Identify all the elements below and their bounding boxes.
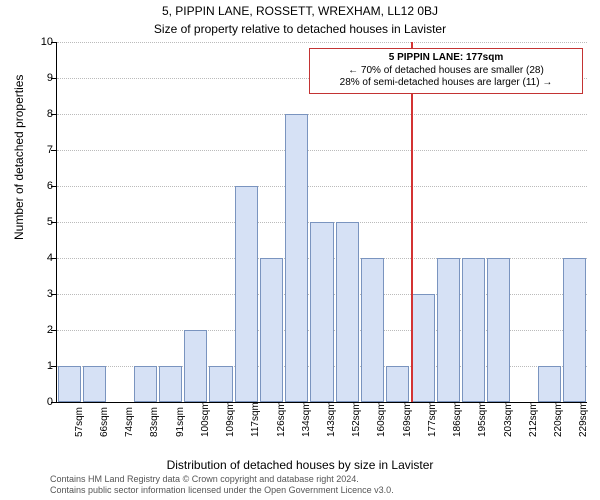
y-tick-label: 9 xyxy=(29,72,53,84)
histogram-bar xyxy=(83,366,106,402)
y-tick-label: 4 xyxy=(29,252,53,264)
annotation-title: 5 PIPPIN LANE: 177sqm xyxy=(316,52,576,65)
x-tick-label: 169sqm xyxy=(402,401,413,437)
y-tick-label: 1 xyxy=(29,360,53,372)
x-tick-label: 83sqm xyxy=(149,407,160,437)
annotation-line3: 28% of semi-detached houses are larger (… xyxy=(316,77,576,90)
histogram-bar xyxy=(487,258,510,402)
histogram-bar xyxy=(462,258,485,402)
x-tick-label: 134sqm xyxy=(301,401,312,437)
histogram-bar xyxy=(58,366,81,402)
histogram-bar xyxy=(260,258,283,402)
x-tick-label: 91sqm xyxy=(175,407,186,437)
sub-title: Size of property relative to detached ho… xyxy=(0,22,600,36)
histogram-bar xyxy=(134,366,157,402)
gridline xyxy=(57,186,587,187)
x-tick-label: 74sqm xyxy=(124,407,135,437)
x-tick-label: 109sqm xyxy=(225,401,236,437)
y-tick-label: 7 xyxy=(29,144,53,156)
y-tick-label: 2 xyxy=(29,324,53,336)
x-tick-label: 126sqm xyxy=(276,401,287,437)
gridline xyxy=(57,150,587,151)
histogram-bar xyxy=(411,294,434,402)
y-tick-label: 6 xyxy=(29,180,53,192)
histogram-bar xyxy=(184,330,207,402)
gridline xyxy=(57,42,587,43)
x-tick-label: 152sqm xyxy=(351,401,362,437)
chart-footer: Contains HM Land Registry data © Crown c… xyxy=(50,474,394,496)
x-tick-label: 117sqm xyxy=(250,402,261,437)
histogram-bar xyxy=(235,186,258,402)
histogram-bar xyxy=(386,366,409,402)
gridline xyxy=(57,114,587,115)
x-tick-label: 100sqm xyxy=(200,401,211,437)
x-tick-label: 66sqm xyxy=(99,407,110,437)
x-tick-label: 57sqm xyxy=(74,407,85,437)
histogram-bar xyxy=(209,366,232,402)
histogram-bar xyxy=(538,366,561,402)
histogram-bar xyxy=(310,222,333,402)
x-axis-label: Distribution of detached houses by size … xyxy=(0,458,600,472)
x-tick-label: 177sqm xyxy=(427,401,438,437)
y-axis-label: Number of detached properties xyxy=(12,75,26,240)
annotation-line2: ← 70% of detached houses are smaller (28… xyxy=(316,65,576,78)
footer-line1: Contains HM Land Registry data © Crown c… xyxy=(50,474,394,485)
histogram-bar xyxy=(563,258,586,402)
y-tick-label: 10 xyxy=(29,36,53,48)
chart-plot-area: 01234567891057sqm66sqm74sqm83sqm91sqm100… xyxy=(56,42,587,403)
y-tick-label: 5 xyxy=(29,216,53,228)
histogram-bar xyxy=(336,222,359,402)
histogram-bar xyxy=(437,258,460,402)
histogram-bar xyxy=(159,366,182,402)
marker-line xyxy=(411,42,413,402)
x-tick-label: 195sqm xyxy=(477,401,488,437)
histogram-bar xyxy=(361,258,384,402)
x-tick-label: 212sqm xyxy=(528,401,539,437)
footer-line2: Contains public sector information licen… xyxy=(50,485,394,496)
x-tick-label: 186sqm xyxy=(452,401,463,437)
x-tick-label: 160sqm xyxy=(376,401,387,437)
y-tick-label: 0 xyxy=(29,396,53,408)
y-tick-label: 8 xyxy=(29,108,53,120)
annotation-box: 5 PIPPIN LANE: 177sqm ← 70% of detached … xyxy=(309,48,583,94)
histogram-bar xyxy=(285,114,308,402)
main-title: 5, PIPPIN LANE, ROSSETT, WREXHAM, LL12 0… xyxy=(0,4,600,18)
y-tick-label: 3 xyxy=(29,288,53,300)
x-tick-label: 229sqm xyxy=(578,401,589,437)
x-tick-label: 220sqm xyxy=(553,401,564,437)
x-tick-label: 143sqm xyxy=(326,401,337,437)
x-tick-label: 203sqm xyxy=(503,401,514,437)
